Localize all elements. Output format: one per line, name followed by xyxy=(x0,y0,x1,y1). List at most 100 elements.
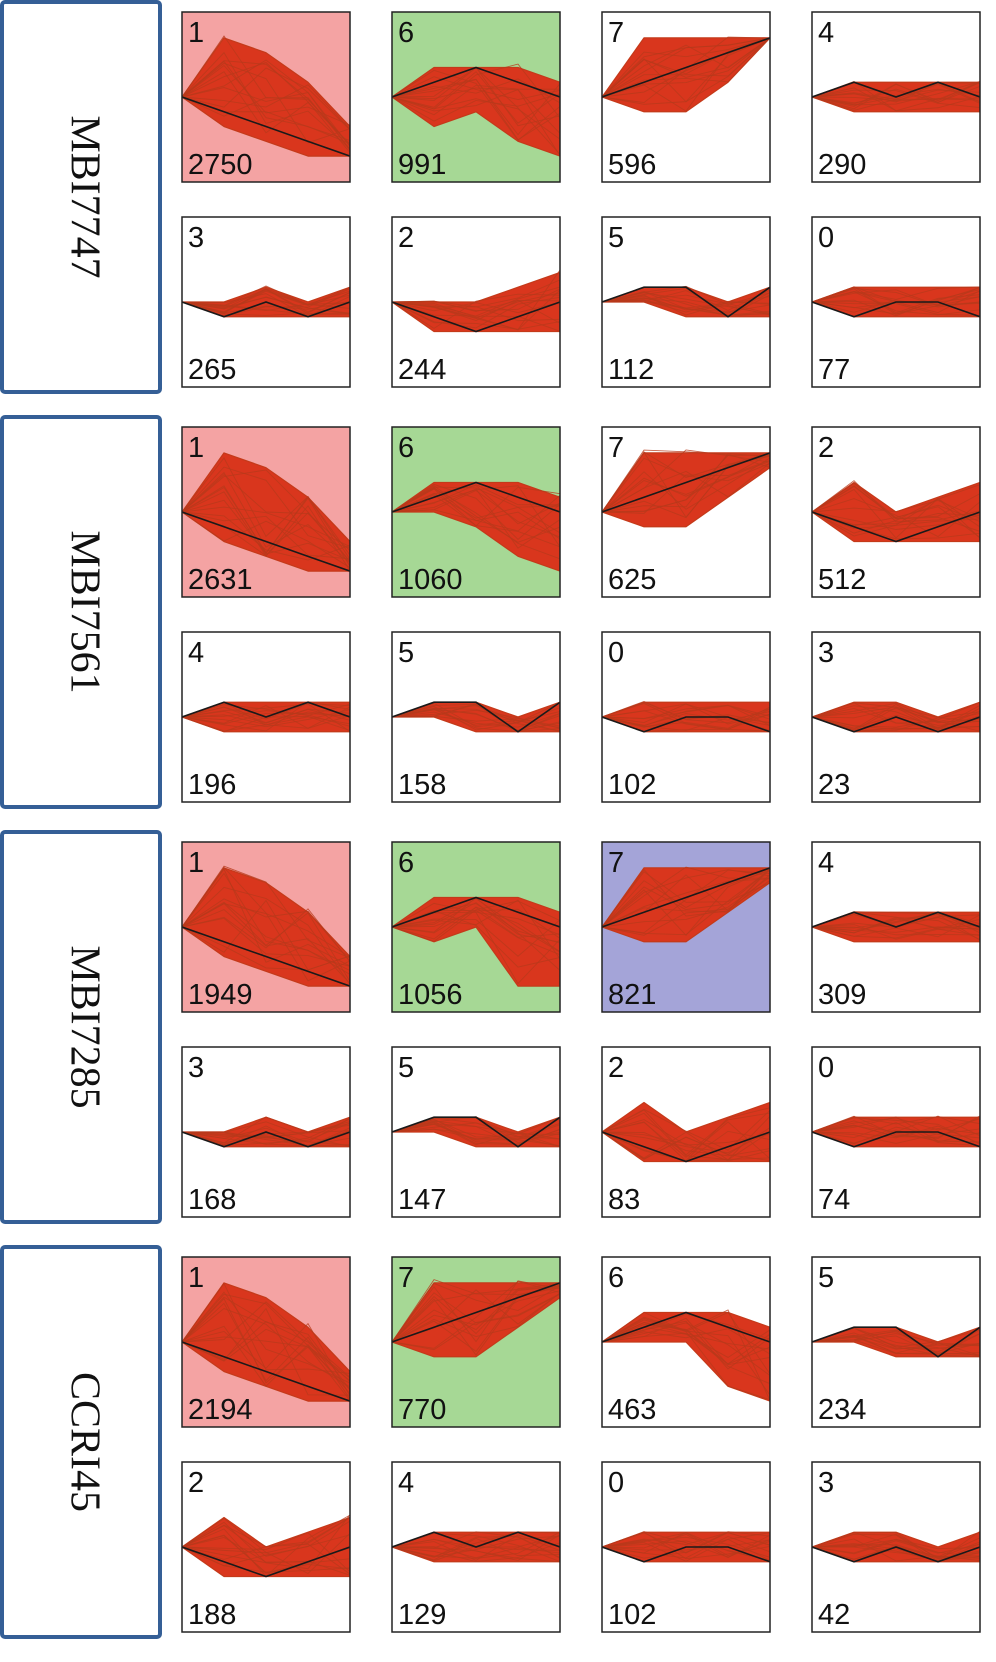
gene-trace xyxy=(392,1534,560,1562)
gene-trace xyxy=(392,1285,560,1343)
profile-panel: 1 2194 xyxy=(181,1256,351,1428)
profile-id-label: 2 xyxy=(608,1052,624,1084)
model-profile-line xyxy=(602,867,770,928)
gene-profile-envelope xyxy=(602,867,770,943)
model-profile-line xyxy=(182,96,350,157)
gene-trace xyxy=(812,484,980,534)
gene-trace xyxy=(812,81,980,107)
gene-trace xyxy=(812,498,980,538)
profile-panel: 5 234 xyxy=(811,1256,981,1428)
gene-trace xyxy=(812,1125,980,1144)
model-profile-line xyxy=(602,1311,770,1343)
gene-trace xyxy=(392,484,560,513)
gene-trace xyxy=(182,511,350,569)
model-profile-line xyxy=(602,1546,770,1563)
gene-count-label: 2750 xyxy=(188,149,253,181)
profile-panel: 5 112 xyxy=(601,216,771,388)
model-profile-line xyxy=(812,1326,980,1358)
gene-trace xyxy=(812,82,980,111)
gene-trace xyxy=(602,36,770,104)
gene-trace xyxy=(182,466,350,549)
profile-panel: 6 1056 xyxy=(391,841,561,1013)
gene-trace xyxy=(812,1543,980,1562)
gene-trace xyxy=(812,924,980,940)
gene-count-label: 234 xyxy=(818,1394,866,1426)
profile-id-label: 7 xyxy=(608,847,624,879)
gene-trace xyxy=(182,1336,350,1401)
panel-border xyxy=(601,841,771,1013)
panel-border xyxy=(181,1256,351,1428)
gene-trace xyxy=(182,709,350,728)
gene-profile-envelope xyxy=(182,1282,350,1402)
profile-id-label: 4 xyxy=(818,17,834,49)
model-profile-line xyxy=(392,481,560,513)
gene-trace xyxy=(392,1292,560,1343)
gene-trace xyxy=(182,1293,350,1379)
gene-trace xyxy=(182,511,350,561)
profile-panel: 2 244 xyxy=(391,216,561,388)
model-profile-line xyxy=(602,37,770,98)
group-label: CCRI45 xyxy=(61,1372,107,1512)
gene-trace xyxy=(812,1117,980,1133)
model-profile-line xyxy=(182,1546,350,1578)
gene-trace xyxy=(602,301,770,313)
gene-trace xyxy=(392,1117,560,1135)
gene-count-label: 596 xyxy=(608,149,656,181)
model-profile-line xyxy=(602,1131,770,1163)
gene-trace xyxy=(182,1517,350,1548)
profile-id-label: 1 xyxy=(188,1262,204,1294)
gene-trace xyxy=(812,914,980,931)
gene-trace xyxy=(812,708,980,732)
gene-trace xyxy=(392,69,560,141)
panel-border xyxy=(391,631,561,803)
gene-trace xyxy=(182,62,350,153)
gene-trace xyxy=(812,702,980,723)
model-profile-line xyxy=(182,1131,350,1148)
gene-trace xyxy=(182,300,350,314)
gene-trace xyxy=(182,469,350,562)
gene-trace xyxy=(812,1544,980,1562)
gene-trace xyxy=(392,1292,560,1343)
gene-count-label: 102 xyxy=(608,1599,656,1631)
gene-trace xyxy=(182,1301,350,1378)
gene-trace xyxy=(392,1283,560,1343)
gene-trace xyxy=(182,1124,350,1144)
profile-id-label: 1 xyxy=(188,432,204,464)
gene-trace xyxy=(602,1119,770,1146)
gene-trace xyxy=(812,81,980,106)
gene-trace xyxy=(602,716,770,731)
panel-border xyxy=(601,216,771,388)
panel-border xyxy=(601,1256,771,1428)
model-profile-line xyxy=(602,286,770,318)
group-mbi7561: MBI7561 1 2631 6 1060 7 625 2 512 4 196 5 158 0 102 3 23 xyxy=(0,415,981,809)
gene-trace xyxy=(182,296,350,314)
model-profile-line xyxy=(812,511,980,543)
gene-trace xyxy=(602,459,770,514)
profile-panel: 6 1060 xyxy=(391,426,561,598)
model-profile-line xyxy=(602,452,770,513)
model-profile-line xyxy=(812,911,980,928)
model-profile-line xyxy=(392,1116,560,1148)
gene-trace xyxy=(602,1121,770,1159)
gene-trace xyxy=(602,869,770,928)
gene-count-label: 265 xyxy=(188,354,236,386)
model-profile-line xyxy=(392,701,560,733)
gene-trace xyxy=(182,1320,350,1383)
gene-count-label: 463 xyxy=(608,1394,656,1426)
gene-trace xyxy=(812,85,980,105)
model-profile-line xyxy=(812,81,980,98)
gene-trace xyxy=(182,60,350,145)
gene-trace xyxy=(182,289,350,313)
gene-trace xyxy=(812,497,980,539)
profile-panel: 4 290 xyxy=(811,11,981,183)
panel-border xyxy=(601,631,771,803)
profile-panel: 0 74 xyxy=(811,1046,981,1218)
profile-panel: 4 196 xyxy=(181,631,351,803)
profile-panel: 2 83 xyxy=(601,1046,771,1218)
gene-trace xyxy=(392,703,560,732)
gene-trace xyxy=(602,700,770,724)
gene-trace xyxy=(602,457,770,513)
profile-id-label: 2 xyxy=(188,1467,204,1499)
gene-trace xyxy=(182,511,350,560)
panel-border xyxy=(601,426,771,598)
